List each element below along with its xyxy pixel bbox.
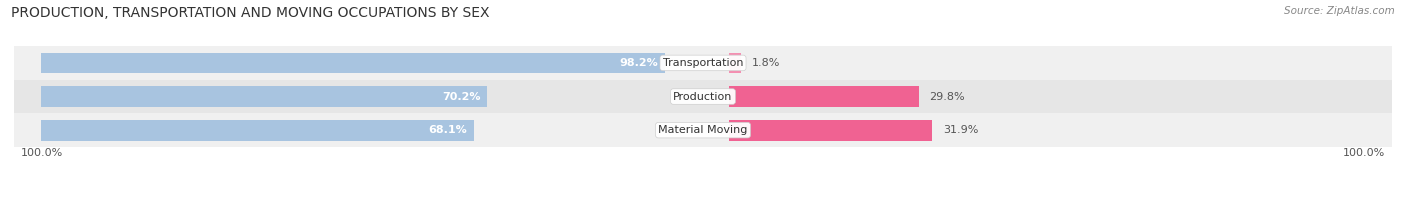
Text: 70.2%: 70.2% bbox=[441, 92, 481, 101]
Text: Production: Production bbox=[673, 92, 733, 101]
Text: Transportation: Transportation bbox=[662, 58, 744, 68]
Bar bbox=[41, 53, 665, 73]
Legend: Male, Female: Male, Female bbox=[638, 196, 768, 197]
Bar bbox=[14, 46, 1392, 80]
Bar bbox=[14, 113, 1392, 147]
Text: PRODUCTION, TRANSPORTATION AND MOVING OCCUPATIONS BY SEX: PRODUCTION, TRANSPORTATION AND MOVING OC… bbox=[11, 6, 489, 20]
Text: 29.8%: 29.8% bbox=[929, 92, 966, 101]
Bar bbox=[14, 80, 1392, 113]
Text: Material Moving: Material Moving bbox=[658, 125, 748, 135]
Text: 100.0%: 100.0% bbox=[21, 148, 63, 158]
Text: Source: ZipAtlas.com: Source: ZipAtlas.com bbox=[1284, 6, 1395, 16]
Text: 31.9%: 31.9% bbox=[943, 125, 979, 135]
Text: 100.0%: 100.0% bbox=[1343, 148, 1385, 158]
Bar bbox=[730, 120, 932, 140]
Text: 68.1%: 68.1% bbox=[429, 125, 467, 135]
Text: 1.8%: 1.8% bbox=[752, 58, 780, 68]
Bar bbox=[730, 86, 920, 107]
Bar bbox=[41, 86, 486, 107]
Bar bbox=[41, 120, 474, 140]
Text: 98.2%: 98.2% bbox=[620, 58, 658, 68]
Bar bbox=[730, 53, 741, 73]
